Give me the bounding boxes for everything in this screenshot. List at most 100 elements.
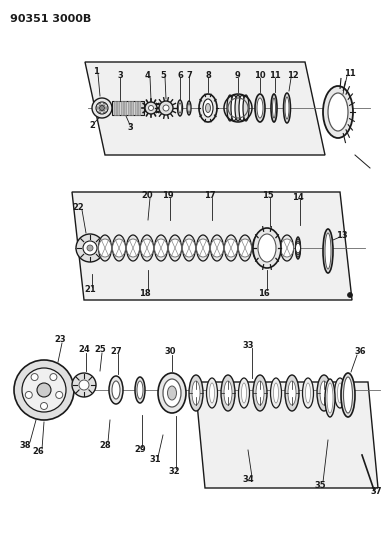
Ellipse shape: [182, 235, 196, 261]
Ellipse shape: [210, 383, 214, 403]
Ellipse shape: [205, 103, 210, 112]
Ellipse shape: [296, 241, 300, 255]
Ellipse shape: [235, 95, 241, 121]
Text: 3: 3: [127, 124, 133, 133]
Ellipse shape: [98, 235, 112, 261]
Text: 19: 19: [162, 191, 174, 200]
Text: 30: 30: [164, 348, 176, 357]
Ellipse shape: [285, 97, 289, 119]
Ellipse shape: [168, 239, 182, 257]
Text: 15: 15: [262, 191, 274, 200]
Bar: [121, 101, 123, 115]
Ellipse shape: [231, 95, 237, 121]
Ellipse shape: [154, 235, 168, 261]
Ellipse shape: [280, 239, 293, 257]
Text: 20: 20: [141, 191, 153, 200]
Ellipse shape: [224, 235, 238, 261]
Bar: [128, 101, 130, 115]
Ellipse shape: [238, 235, 252, 261]
Text: 29: 29: [134, 446, 146, 455]
Ellipse shape: [271, 94, 277, 122]
Text: 26: 26: [32, 448, 44, 456]
Bar: [131, 101, 133, 115]
Ellipse shape: [189, 375, 203, 411]
Circle shape: [100, 106, 105, 110]
Circle shape: [347, 293, 352, 297]
Ellipse shape: [137, 381, 143, 399]
Ellipse shape: [168, 386, 177, 400]
Circle shape: [99, 103, 101, 106]
Ellipse shape: [273, 98, 275, 118]
Ellipse shape: [154, 239, 168, 257]
Ellipse shape: [253, 228, 281, 268]
Circle shape: [31, 374, 38, 381]
Bar: [135, 101, 137, 115]
Ellipse shape: [288, 381, 296, 405]
Ellipse shape: [196, 239, 210, 257]
Ellipse shape: [257, 98, 263, 118]
Text: 18: 18: [139, 288, 151, 297]
Text: 34: 34: [242, 475, 254, 484]
Text: 6: 6: [177, 70, 183, 79]
Circle shape: [50, 374, 57, 381]
Ellipse shape: [238, 239, 252, 257]
Text: 37: 37: [370, 488, 382, 497]
Ellipse shape: [341, 373, 355, 417]
Text: 16: 16: [258, 288, 270, 297]
Bar: [114, 101, 116, 115]
Ellipse shape: [296, 237, 300, 259]
Ellipse shape: [273, 383, 279, 403]
Circle shape: [14, 360, 74, 420]
Circle shape: [96, 102, 108, 114]
Ellipse shape: [158, 373, 186, 413]
Text: 31: 31: [149, 456, 161, 464]
Ellipse shape: [239, 95, 245, 121]
Ellipse shape: [199, 94, 217, 122]
Ellipse shape: [266, 235, 280, 261]
Ellipse shape: [210, 235, 224, 261]
Ellipse shape: [305, 383, 310, 403]
Ellipse shape: [196, 235, 210, 261]
Ellipse shape: [303, 378, 314, 408]
Text: 28: 28: [99, 440, 111, 449]
Ellipse shape: [163, 379, 181, 407]
Ellipse shape: [126, 239, 140, 257]
Text: 17: 17: [204, 191, 216, 200]
Text: 5: 5: [160, 70, 166, 79]
Text: 13: 13: [336, 230, 348, 239]
Circle shape: [79, 380, 89, 390]
Text: 9: 9: [235, 71, 241, 80]
Circle shape: [37, 383, 51, 397]
Circle shape: [97, 107, 99, 109]
Circle shape: [105, 107, 107, 109]
Ellipse shape: [177, 100, 182, 116]
Text: 90351 3000B: 90351 3000B: [10, 14, 91, 24]
Circle shape: [76, 234, 104, 262]
Circle shape: [145, 102, 157, 114]
Circle shape: [25, 391, 32, 399]
Text: 23: 23: [54, 335, 66, 344]
Circle shape: [87, 245, 93, 251]
Ellipse shape: [187, 101, 191, 115]
Text: 25: 25: [94, 345, 106, 354]
Ellipse shape: [317, 375, 331, 411]
Ellipse shape: [343, 377, 352, 413]
Ellipse shape: [224, 381, 232, 405]
Circle shape: [40, 402, 47, 409]
Ellipse shape: [243, 95, 249, 121]
Circle shape: [56, 391, 63, 399]
Ellipse shape: [320, 381, 328, 405]
Ellipse shape: [140, 239, 154, 257]
Bar: [117, 101, 119, 115]
Text: 36: 36: [354, 348, 366, 357]
Text: 22: 22: [72, 204, 84, 213]
Text: 32: 32: [168, 467, 180, 477]
Ellipse shape: [258, 234, 276, 262]
Ellipse shape: [179, 103, 182, 113]
Text: 33: 33: [242, 341, 254, 350]
Text: 10: 10: [254, 71, 266, 80]
Circle shape: [22, 368, 66, 412]
Ellipse shape: [203, 99, 213, 117]
Ellipse shape: [323, 86, 353, 138]
Text: 4: 4: [145, 70, 151, 79]
